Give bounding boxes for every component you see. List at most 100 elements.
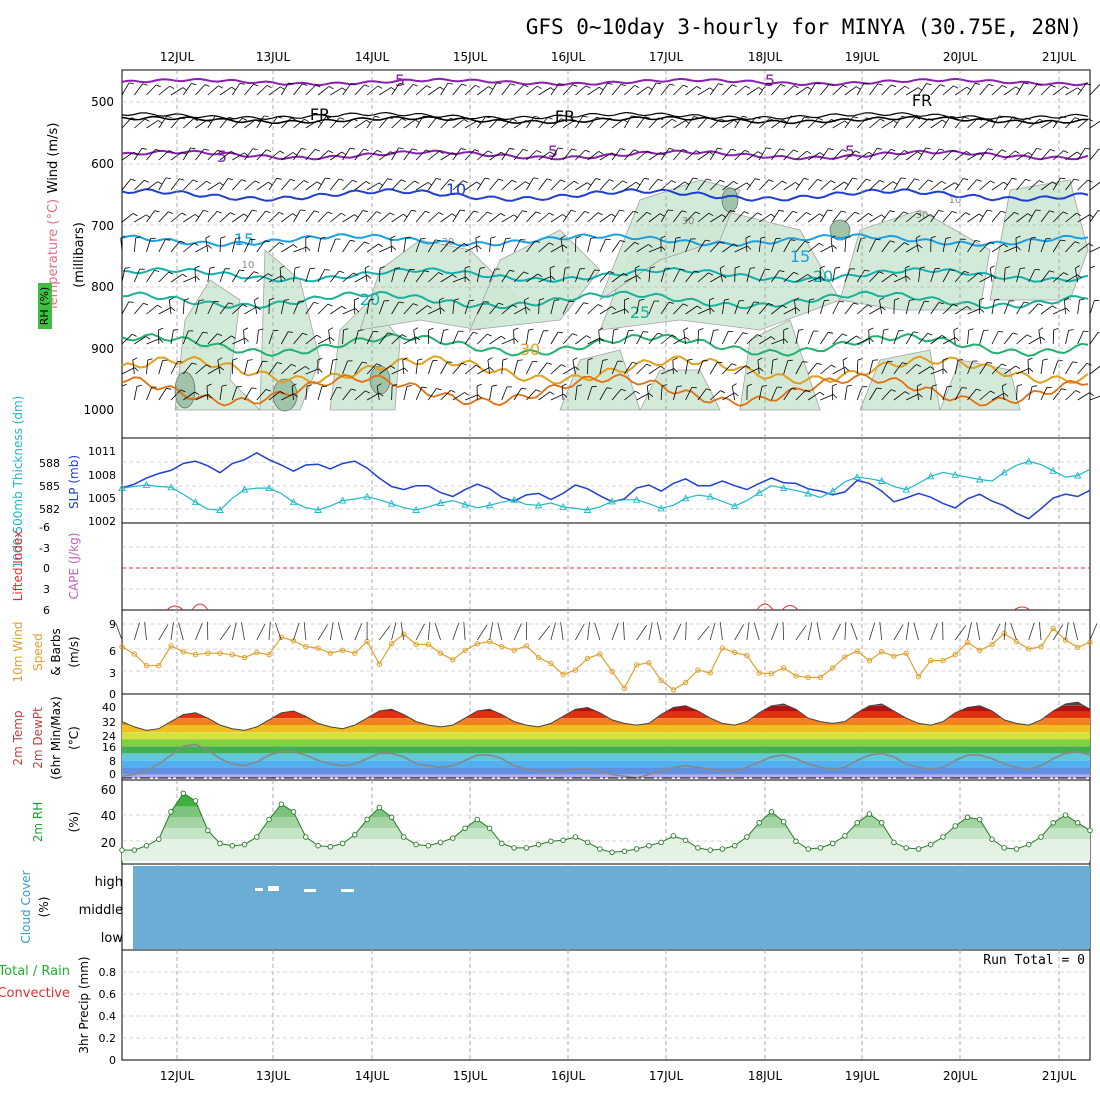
wind-barb-flag bbox=[365, 181, 371, 185]
rh2m-marker bbox=[829, 840, 836, 847]
wind-barb-flag bbox=[717, 147, 723, 150]
wind-barb-flag bbox=[790, 115, 796, 118]
wind-barb-flag bbox=[952, 149, 958, 153]
wind-barb bbox=[611, 360, 618, 375]
wind-barb-flag bbox=[522, 210, 528, 213]
contour-label: FR bbox=[310, 105, 330, 124]
wind-barb-flag bbox=[336, 387, 342, 389]
wind-barb-flag bbox=[561, 383, 567, 387]
rh-shade bbox=[939, 359, 1021, 411]
wind-barb-flag bbox=[496, 82, 502, 84]
wind-barb bbox=[158, 177, 167, 191]
tick-label: 582 bbox=[39, 503, 60, 516]
wind-barb-flag bbox=[230, 212, 236, 216]
wind-barb-flag bbox=[522, 148, 528, 152]
wind-barb-flag bbox=[668, 209, 674, 211]
wind-barb bbox=[379, 151, 391, 161]
wind-barb bbox=[1077, 243, 1090, 253]
wind-barb-flag bbox=[387, 332, 393, 335]
wind-barb bbox=[722, 331, 729, 345]
wind-barb-flag bbox=[521, 387, 527, 390]
wind-barb bbox=[452, 330, 459, 345]
wind10-marker bbox=[462, 647, 468, 653]
wind-barb-flag bbox=[877, 83, 883, 86]
wind-barb bbox=[293, 118, 305, 129]
date-label-bottom: 13JUL bbox=[256, 1069, 291, 1083]
wind-barb bbox=[697, 117, 708, 129]
wind-barb-flag bbox=[194, 265, 200, 269]
wind-barb bbox=[561, 385, 564, 401]
wind-barb bbox=[857, 337, 871, 345]
wind-barb-flag bbox=[574, 119, 579, 124]
wind-barb-flag bbox=[998, 115, 1004, 117]
wind-barb-flag bbox=[147, 358, 153, 361]
wind-barb bbox=[893, 275, 907, 283]
wind-barb bbox=[477, 333, 488, 345]
wind-barb bbox=[168, 300, 172, 315]
wind-barb bbox=[832, 333, 843, 345]
wind-barb bbox=[611, 330, 614, 345]
wind-barb bbox=[293, 83, 303, 96]
wind-barb bbox=[329, 178, 340, 191]
thickness-marker bbox=[510, 495, 518, 503]
wind-barb bbox=[170, 117, 181, 129]
wind-barb-flag bbox=[613, 328, 619, 331]
wind-barb-flag bbox=[369, 298, 375, 301]
wind-barb bbox=[587, 386, 593, 401]
wind-barb-flag bbox=[136, 385, 142, 387]
wind10-barb bbox=[1065, 622, 1069, 641]
wind-barb bbox=[1065, 212, 1077, 223]
cloud-gap bbox=[268, 886, 279, 891]
wind-barb-flag bbox=[633, 149, 639, 152]
wind-barb bbox=[281, 152, 294, 161]
wind-barb-flag bbox=[221, 384, 227, 387]
wind-barb-flag bbox=[590, 237, 596, 239]
wind-barb-flag bbox=[916, 212, 922, 216]
wind-barb bbox=[1052, 177, 1061, 191]
wind-barb-flag bbox=[549, 242, 554, 246]
wind-barb-flag bbox=[742, 115, 748, 118]
date-axis-layer: 12JUL12JUL13JUL13JUL14JUL14JUL15JUL15JUL… bbox=[160, 50, 1077, 1083]
wind-barb bbox=[391, 118, 403, 129]
wind-barb bbox=[783, 307, 797, 315]
wind-barb-flag bbox=[620, 148, 626, 151]
wind-barb bbox=[268, 275, 282, 283]
wind-barb-flag bbox=[1038, 303, 1044, 306]
wind-barb-flag bbox=[523, 271, 529, 275]
wind-barb-flag bbox=[254, 297, 259, 301]
wind-barb-flag bbox=[987, 361, 993, 364]
wind10-barb bbox=[550, 622, 556, 641]
wind-barb bbox=[856, 269, 865, 283]
thickness-marker bbox=[1000, 468, 1008, 476]
wind-barb bbox=[915, 238, 919, 253]
wind-barb bbox=[807, 330, 814, 345]
wind-barb bbox=[219, 302, 229, 315]
wind-barb-flag bbox=[398, 147, 404, 149]
wind-barb bbox=[1028, 303, 1039, 315]
rh2m-marker bbox=[633, 846, 640, 852]
wind-barb bbox=[611, 180, 623, 191]
wind-barb-flag bbox=[1060, 239, 1066, 242]
wind-barb-flag bbox=[685, 336, 690, 341]
wind-barb bbox=[758, 303, 769, 315]
wind-barb-flag bbox=[636, 275, 641, 280]
wind-barb bbox=[415, 85, 427, 96]
wind-barb-flag bbox=[144, 118, 150, 122]
wind-barb-flag bbox=[963, 116, 969, 119]
wind-barb-flag bbox=[477, 394, 482, 399]
wind-barb bbox=[942, 115, 951, 129]
wind-barb-flag bbox=[239, 82, 245, 85]
wind-barb bbox=[280, 300, 285, 315]
wind-barb-flag bbox=[720, 118, 726, 122]
wind-barb bbox=[376, 386, 380, 401]
wind-barb bbox=[575, 237, 577, 253]
wind10-marker bbox=[866, 657, 873, 664]
wind-barb bbox=[219, 151, 232, 161]
wind-barb bbox=[954, 212, 966, 223]
wind-barb-flag bbox=[354, 297, 360, 301]
wind-barb-flag bbox=[491, 384, 497, 387]
wind-barb-flag bbox=[904, 242, 909, 246]
wind-barb-flag bbox=[216, 211, 222, 214]
wind-barb bbox=[452, 300, 455, 315]
wind10-marker bbox=[597, 651, 603, 657]
